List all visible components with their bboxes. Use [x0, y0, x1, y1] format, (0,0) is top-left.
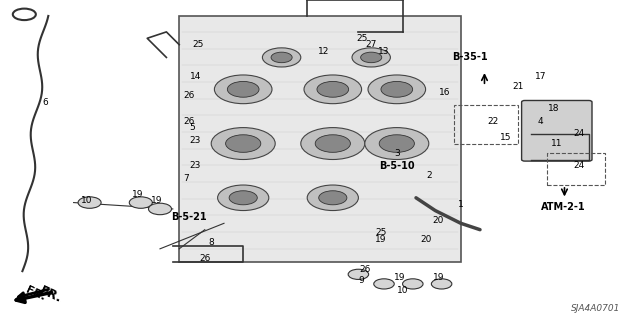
Text: 3: 3 — [394, 149, 399, 158]
Text: 26: 26 — [183, 117, 195, 126]
Text: 10: 10 — [81, 197, 92, 205]
Text: 23: 23 — [189, 136, 201, 145]
Text: 25: 25 — [375, 228, 387, 237]
Circle shape — [304, 75, 362, 104]
Bar — [547, 153, 605, 185]
Circle shape — [148, 203, 172, 215]
Text: 14: 14 — [189, 72, 201, 81]
Text: 18: 18 — [548, 104, 559, 113]
Text: 26: 26 — [183, 91, 195, 100]
Text: B-5-10: B-5-10 — [379, 161, 415, 171]
Text: 10: 10 — [397, 286, 409, 295]
Text: 16: 16 — [439, 88, 451, 97]
Text: 26: 26 — [199, 254, 211, 263]
Circle shape — [129, 197, 152, 208]
Text: 21: 21 — [513, 82, 524, 91]
Text: 22: 22 — [487, 117, 499, 126]
Text: 20: 20 — [433, 216, 444, 225]
Text: 25: 25 — [193, 40, 204, 49]
Text: B-35-1: B-35-1 — [452, 52, 488, 63]
Circle shape — [374, 279, 394, 289]
Circle shape — [403, 279, 423, 289]
Text: 5: 5 — [189, 123, 195, 132]
Text: 1: 1 — [458, 200, 463, 209]
Circle shape — [271, 52, 292, 63]
Circle shape — [381, 81, 413, 97]
Text: 7: 7 — [183, 174, 188, 183]
Text: 6: 6 — [42, 98, 47, 107]
Text: 8: 8 — [209, 238, 214, 247]
Circle shape — [352, 48, 390, 67]
Circle shape — [307, 185, 358, 211]
Bar — [454, 105, 518, 144]
FancyBboxPatch shape — [522, 100, 592, 161]
Circle shape — [315, 135, 351, 152]
Text: 26: 26 — [359, 265, 371, 274]
Circle shape — [229, 191, 257, 205]
Circle shape — [379, 135, 415, 152]
Circle shape — [78, 197, 101, 208]
Circle shape — [348, 269, 369, 279]
Text: 4: 4 — [538, 117, 543, 126]
Text: SJA4A0701: SJA4A0701 — [572, 304, 621, 313]
Text: 24: 24 — [573, 130, 585, 138]
Circle shape — [214, 75, 272, 104]
Text: 19: 19 — [132, 190, 143, 199]
Text: 12: 12 — [317, 47, 329, 56]
Circle shape — [361, 52, 381, 63]
Circle shape — [226, 135, 261, 152]
Text: 17: 17 — [535, 72, 547, 81]
Circle shape — [218, 185, 269, 211]
Text: 25: 25 — [356, 34, 367, 43]
PathPatch shape — [179, 16, 461, 262]
Text: FR.: FR. — [37, 284, 63, 306]
Circle shape — [211, 128, 275, 160]
Circle shape — [368, 75, 426, 104]
Circle shape — [365, 128, 429, 160]
Text: 19: 19 — [394, 273, 406, 282]
Text: 9: 9 — [359, 276, 364, 285]
Text: 24: 24 — [573, 161, 585, 170]
Text: 19: 19 — [151, 197, 163, 205]
Text: FR.: FR. — [24, 285, 47, 302]
Text: 27: 27 — [365, 40, 377, 49]
Circle shape — [431, 279, 452, 289]
Circle shape — [262, 48, 301, 67]
Text: 2: 2 — [426, 171, 431, 180]
Circle shape — [319, 191, 347, 205]
Circle shape — [317, 81, 349, 97]
Text: 19: 19 — [375, 235, 387, 244]
Text: 13: 13 — [378, 47, 390, 56]
Text: 20: 20 — [420, 235, 431, 244]
Text: ATM-2-1: ATM-2-1 — [541, 202, 586, 212]
Text: 15: 15 — [500, 133, 511, 142]
Text: 11: 11 — [551, 139, 563, 148]
Text: 19: 19 — [433, 273, 444, 282]
Circle shape — [227, 81, 259, 97]
Circle shape — [301, 128, 365, 160]
Text: B-5-21: B-5-21 — [171, 212, 207, 222]
Text: 23: 23 — [189, 161, 201, 170]
